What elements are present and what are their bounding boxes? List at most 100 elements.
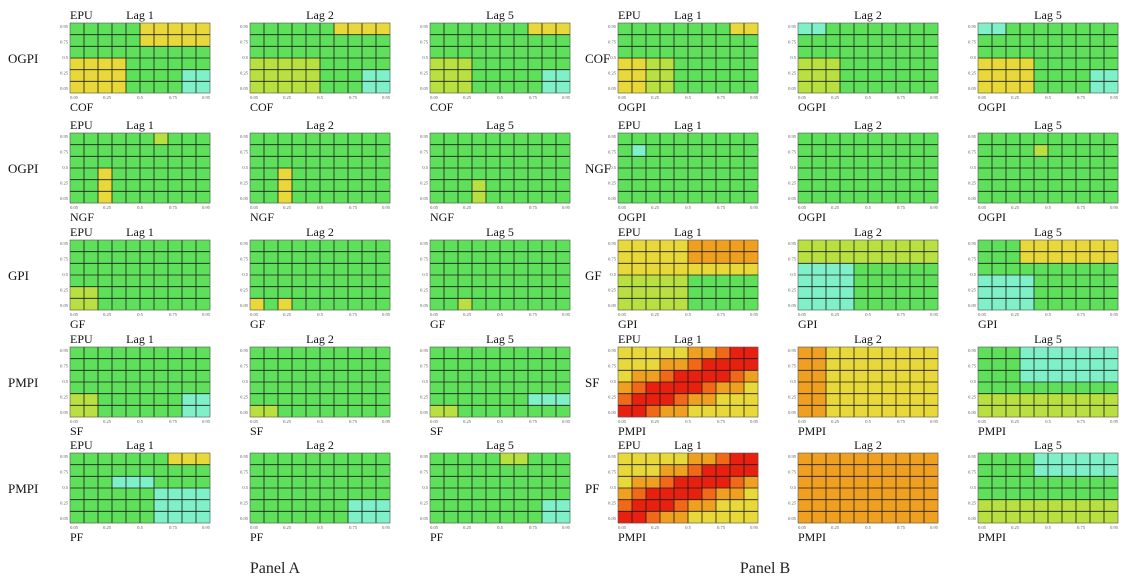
y-tick-label: 0.05 [60, 86, 69, 91]
heatmap-cell [250, 251, 265, 264]
heatmap-cell [674, 81, 689, 94]
heatmap-cell [716, 263, 731, 276]
heatmap-cell [500, 156, 515, 169]
heatmap-cell [812, 240, 827, 252]
heatmap-plot: 0.950.750.50.250.050.05 0.25 0.5 0.75 0.95La… [420, 225, 571, 331]
heatmap-cell [444, 58, 459, 70]
heatmap-cell [542, 240, 557, 252]
heatmap-cell [70, 69, 85, 82]
heatmap-cell [306, 453, 321, 465]
heatmap-cell [376, 464, 391, 477]
heatmap-cell [112, 133, 127, 145]
heatmap-cell [1090, 23, 1105, 35]
y-tick-label: 0.5 [610, 272, 616, 277]
heatmap-cell [646, 179, 661, 192]
x-axis-label: PMPI [978, 424, 1006, 438]
x-tick-label: 0.25 [283, 95, 292, 100]
heatmap-cell [278, 191, 293, 204]
heatmap-cell [112, 464, 127, 477]
heatmap-cell [978, 69, 993, 82]
heatmap-cell [1020, 393, 1035, 406]
y-tick-label: 0.05 [788, 410, 797, 415]
y-tick-label: 0.75 [788, 150, 797, 155]
heatmap-cell [514, 58, 529, 70]
heatmap-cell [812, 370, 827, 383]
heatmap-cell [840, 240, 855, 252]
x-tick-label: 0.75 [717, 205, 726, 210]
heatmap-cell [182, 464, 197, 477]
heatmap-cell [306, 298, 321, 311]
heatmap-cell [292, 46, 307, 59]
heatmap-cell [618, 358, 633, 371]
heatmap-cell [1020, 347, 1035, 359]
heatmap-cell [924, 58, 939, 70]
heatmap-cell [348, 133, 363, 145]
heatmap-cell [798, 133, 813, 145]
heatmap-cell [716, 286, 731, 299]
heatmap-cell [250, 476, 265, 489]
heatmap-cell [1090, 382, 1105, 394]
heatmap-cell [84, 251, 99, 264]
y-tick-label: 0.5 [970, 485, 976, 490]
heatmap-cell [1062, 23, 1077, 35]
heatmap-cell [306, 382, 321, 394]
heatmap-cell [514, 133, 529, 145]
heatmap-cell [458, 251, 473, 264]
heatmap-cell [1006, 347, 1021, 359]
x-tick-label: 0.05 [798, 312, 807, 317]
heatmap-cell [84, 393, 99, 406]
heatmap-cell [1034, 23, 1049, 35]
heatmap-cell [126, 382, 141, 394]
heatmap-cell [168, 34, 183, 47]
heatmap-cell [632, 370, 647, 383]
plot-frame [429, 239, 571, 311]
heatmap-cell [812, 251, 827, 264]
heatmap-cell [168, 144, 183, 157]
heatmap-cell [1034, 34, 1049, 47]
heatmap-cell [196, 347, 211, 359]
heatmap-cell [674, 347, 689, 359]
x-axis-label: SF [430, 424, 444, 438]
heatmap-cell [1034, 511, 1049, 524]
heatmap-cell [744, 240, 759, 252]
heatmap-cell [70, 168, 85, 180]
heatmap-cell [196, 275, 211, 287]
heatmap-cell [444, 476, 459, 489]
heatmap-cell [840, 133, 855, 145]
heatmap-cell [826, 488, 841, 500]
heatmap-cell [98, 156, 113, 169]
heatmap-cell [70, 240, 85, 252]
heatmap-cell [334, 144, 349, 157]
heatmap-cell [292, 488, 307, 500]
heatmap-cell [744, 464, 759, 477]
heatmap-cell [730, 69, 745, 82]
heatmap-cell [182, 191, 197, 204]
heatmap-cell [744, 476, 759, 489]
heatmap-cell [182, 298, 197, 311]
heatmap-cell [140, 179, 155, 192]
heatmap-cell [84, 511, 99, 524]
heatmap-cell [882, 275, 897, 287]
heatmap-cell [674, 179, 689, 192]
heatmap-cell [486, 179, 501, 192]
heatmap-cell [1048, 46, 1063, 59]
heatmap-cell [674, 58, 689, 70]
heatmap-cell [882, 370, 897, 383]
heatmap-cell [646, 453, 661, 465]
x-tick-label: 0.05 [978, 525, 987, 530]
heatmap-cell [618, 488, 633, 500]
heatmap-cell [882, 191, 897, 204]
heatmap-cell [646, 370, 661, 383]
heatmap-cell [840, 499, 855, 512]
y-tick-label: 0.25 [420, 181, 429, 186]
x-tick-label: 0.95 [562, 419, 571, 424]
heatmap-cell [98, 453, 113, 465]
heatmap-cell [716, 499, 731, 512]
heatmap-cell [716, 298, 731, 311]
heatmap-cell [528, 34, 543, 47]
x-axis-label: GPI [798, 317, 817, 331]
heatmap-cell [660, 464, 675, 477]
heatmap-cell [840, 263, 855, 276]
heatmap-cell [292, 476, 307, 489]
